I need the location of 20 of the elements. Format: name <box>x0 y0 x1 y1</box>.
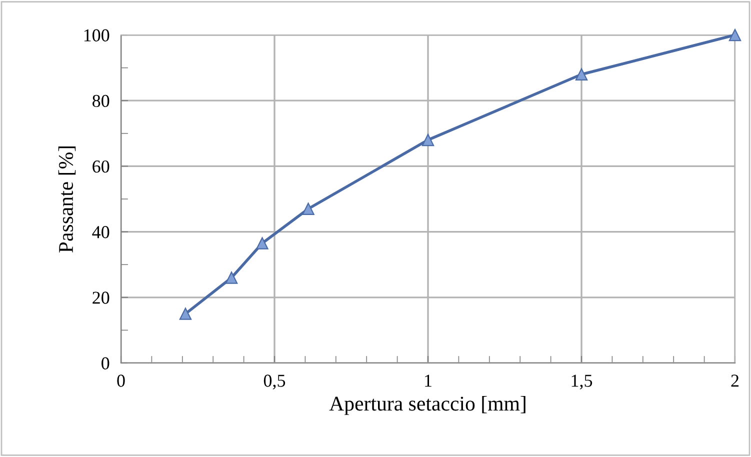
point <box>302 202 314 215</box>
y-tick-label: 20 <box>92 292 110 304</box>
x-tick-label: 1 <box>425 374 432 387</box>
x-axis-title: Apertura setaccio [mm] <box>329 396 526 415</box>
x-tick-label: 2 <box>731 374 739 387</box>
y-axis-title: Passante [%] <box>58 146 76 252</box>
point <box>422 134 434 146</box>
point <box>225 272 238 284</box>
y-tick-label: 0 <box>102 357 110 370</box>
y-tick-label: 100 <box>84 29 110 42</box>
x-tick-label: 0,5 <box>264 374 286 390</box>
point <box>256 237 268 250</box>
point <box>575 68 588 80</box>
point <box>179 308 192 320</box>
x-tick-label: 0 <box>117 374 125 387</box>
y-tick-label: 80 <box>92 94 110 108</box>
y-tick-label: 40 <box>92 226 110 238</box>
y-tick-label: 60 <box>92 160 110 173</box>
x-tick-label: 1,5 <box>572 374 592 390</box>
point <box>728 28 742 42</box>
